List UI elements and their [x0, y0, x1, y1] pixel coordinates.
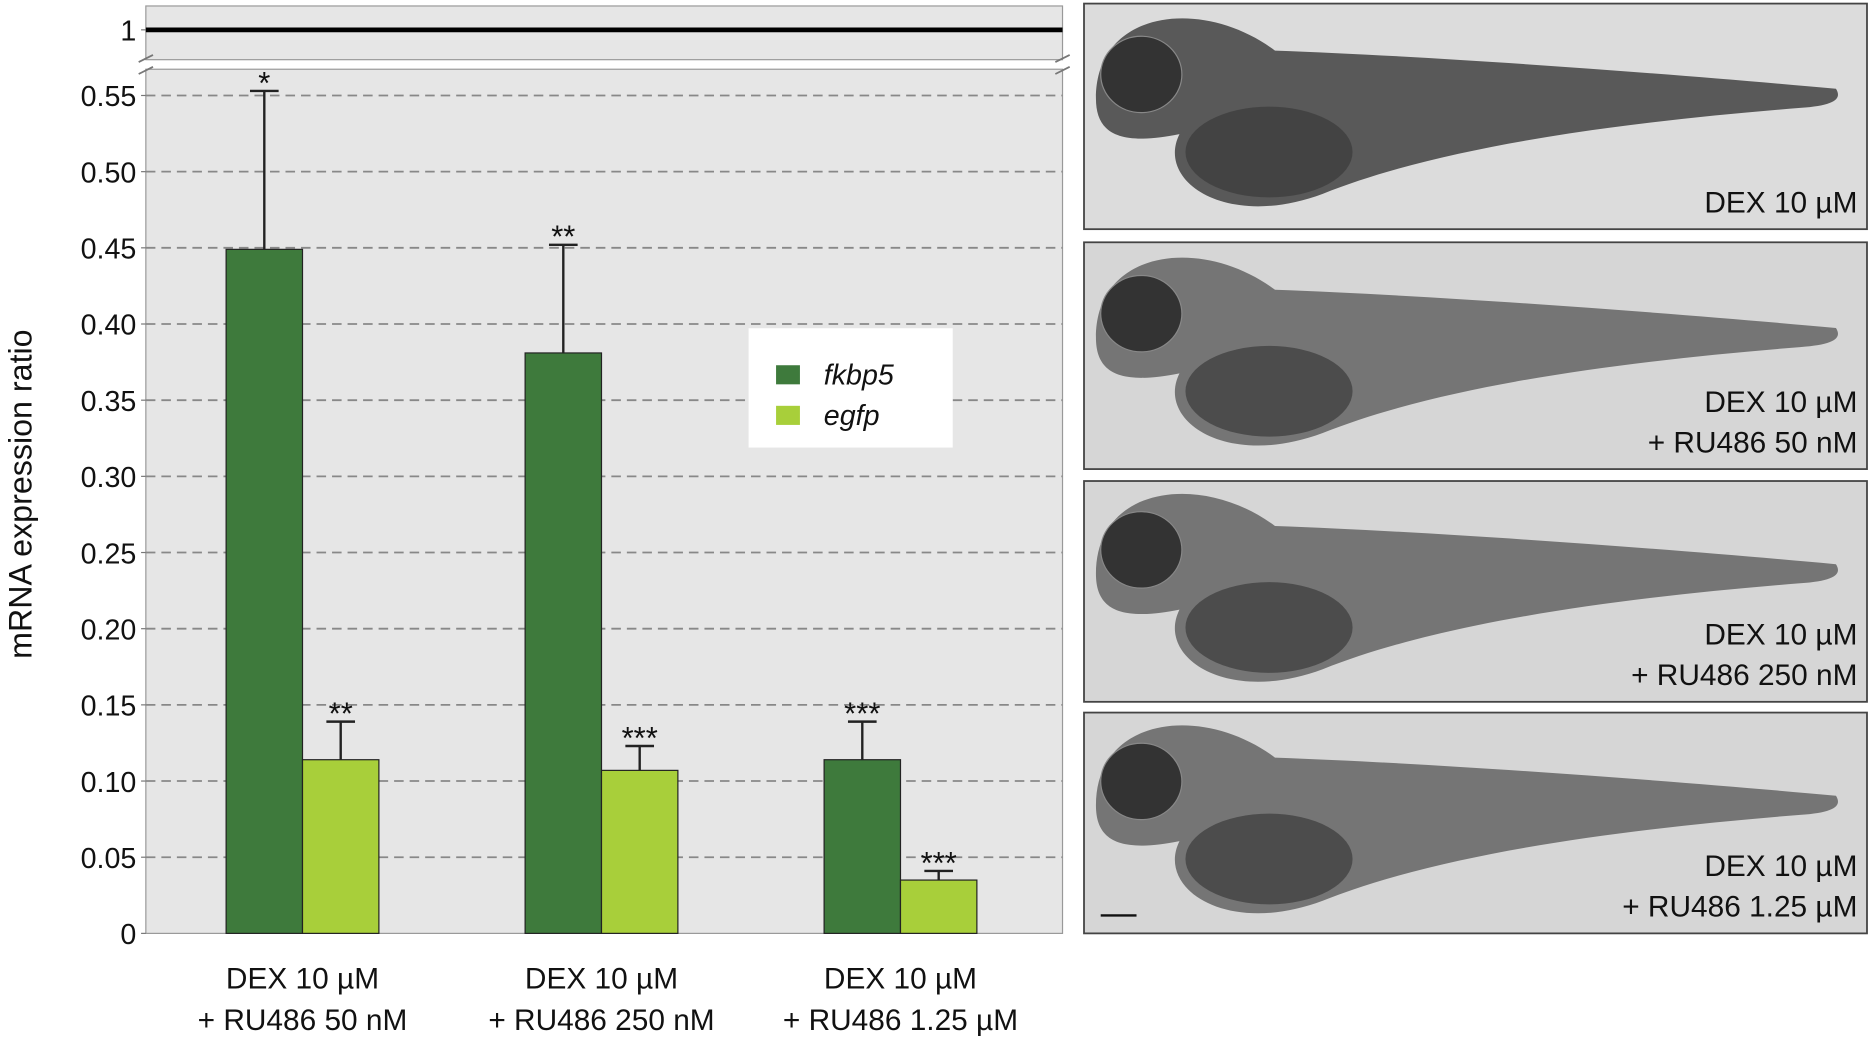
y-tick-label: 0.20 [81, 614, 137, 646]
axis-break [138, 54, 1071, 75]
bar [225, 248, 304, 934]
larva-eye [1100, 35, 1183, 114]
panel-label: + RU486 250 nM [1631, 659, 1857, 692]
panel-label: + RU486 50 nM [1648, 426, 1858, 459]
y-tick-label: 0.10 [81, 767, 137, 799]
y-tick-label: 1 [120, 16, 136, 48]
y-tick-label: 0.25 [81, 538, 137, 570]
x-tick-label: + RU486 1.25 µM [783, 1004, 1018, 1037]
significance-label: *** [622, 720, 658, 755]
y-tick-label: 0.45 [81, 234, 137, 266]
yolk [1185, 345, 1353, 437]
y-tick-label: 0.15 [81, 691, 137, 723]
yolk [1185, 582, 1353, 673]
yolk [1185, 813, 1353, 905]
bar [301, 759, 380, 934]
y-tick-label: 0.50 [81, 157, 137, 189]
y-tick-label: 0 [120, 919, 136, 951]
image-panel: DEX 10 µM + RU486 50 nM [1083, 241, 1868, 470]
legend-label: egfp [824, 400, 880, 432]
error-bar [924, 869, 954, 881]
panel-label: DEX 10 µM [1704, 619, 1857, 652]
error-bar [625, 744, 655, 771]
y-tick-label: 0.55 [81, 81, 137, 113]
legend-box [748, 328, 953, 448]
y-tick-label: 0.30 [81, 462, 137, 494]
y-tick-label: 0.35 [81, 386, 137, 418]
legend-swatch [776, 405, 800, 425]
panel-label: + RU486 1.25 µM [1622, 891, 1857, 924]
larva-eye [1100, 274, 1183, 353]
larva-eye [1100, 742, 1183, 821]
image-panel: DEX 10 µM + RU486 250 nM [1083, 480, 1868, 703]
significance-label: * [258, 65, 270, 100]
image-panel: DEX 10 µM + RU486 1.25 µM [1083, 711, 1868, 935]
image-panel: DEX 10 µM [1083, 2, 1868, 231]
panel-label: DEX 10 µM [1704, 386, 1857, 419]
y-tick-label: 0.40 [81, 310, 137, 342]
legend-swatch [776, 365, 800, 385]
panel-label: DEX 10 µM [1704, 850, 1857, 883]
bar [524, 352, 603, 934]
yolk [1185, 106, 1353, 198]
y-axis-label: mRNA expression ratio [2, 329, 38, 658]
x-tick-label: DEX 10 µM [525, 962, 678, 995]
x-tick-label: + RU486 50 nM [198, 1004, 408, 1037]
bar [823, 759, 902, 934]
significance-label: ** [329, 696, 353, 731]
significance-label: ** [551, 219, 575, 254]
y-tick-label: 0.05 [81, 843, 137, 875]
legend-label: fkbp5 [824, 359, 894, 391]
error-bar [847, 720, 877, 760]
panel-label: DEX 10 µM [1704, 186, 1857, 219]
error-bar [548, 243, 578, 353]
significance-label: *** [921, 845, 957, 880]
error-bar [249, 89, 279, 250]
bar [899, 879, 978, 934]
upper-plot-area [145, 5, 1064, 61]
x-tick-label: + RU486 250 nM [488, 1004, 714, 1037]
x-tick-label: DEX 10 µM [226, 962, 379, 995]
significance-label: *** [844, 696, 880, 731]
error-bar [326, 720, 356, 760]
x-tick-label: DEX 10 µM [824, 962, 977, 995]
larva-eye [1100, 511, 1183, 589]
bar [600, 769, 679, 934]
